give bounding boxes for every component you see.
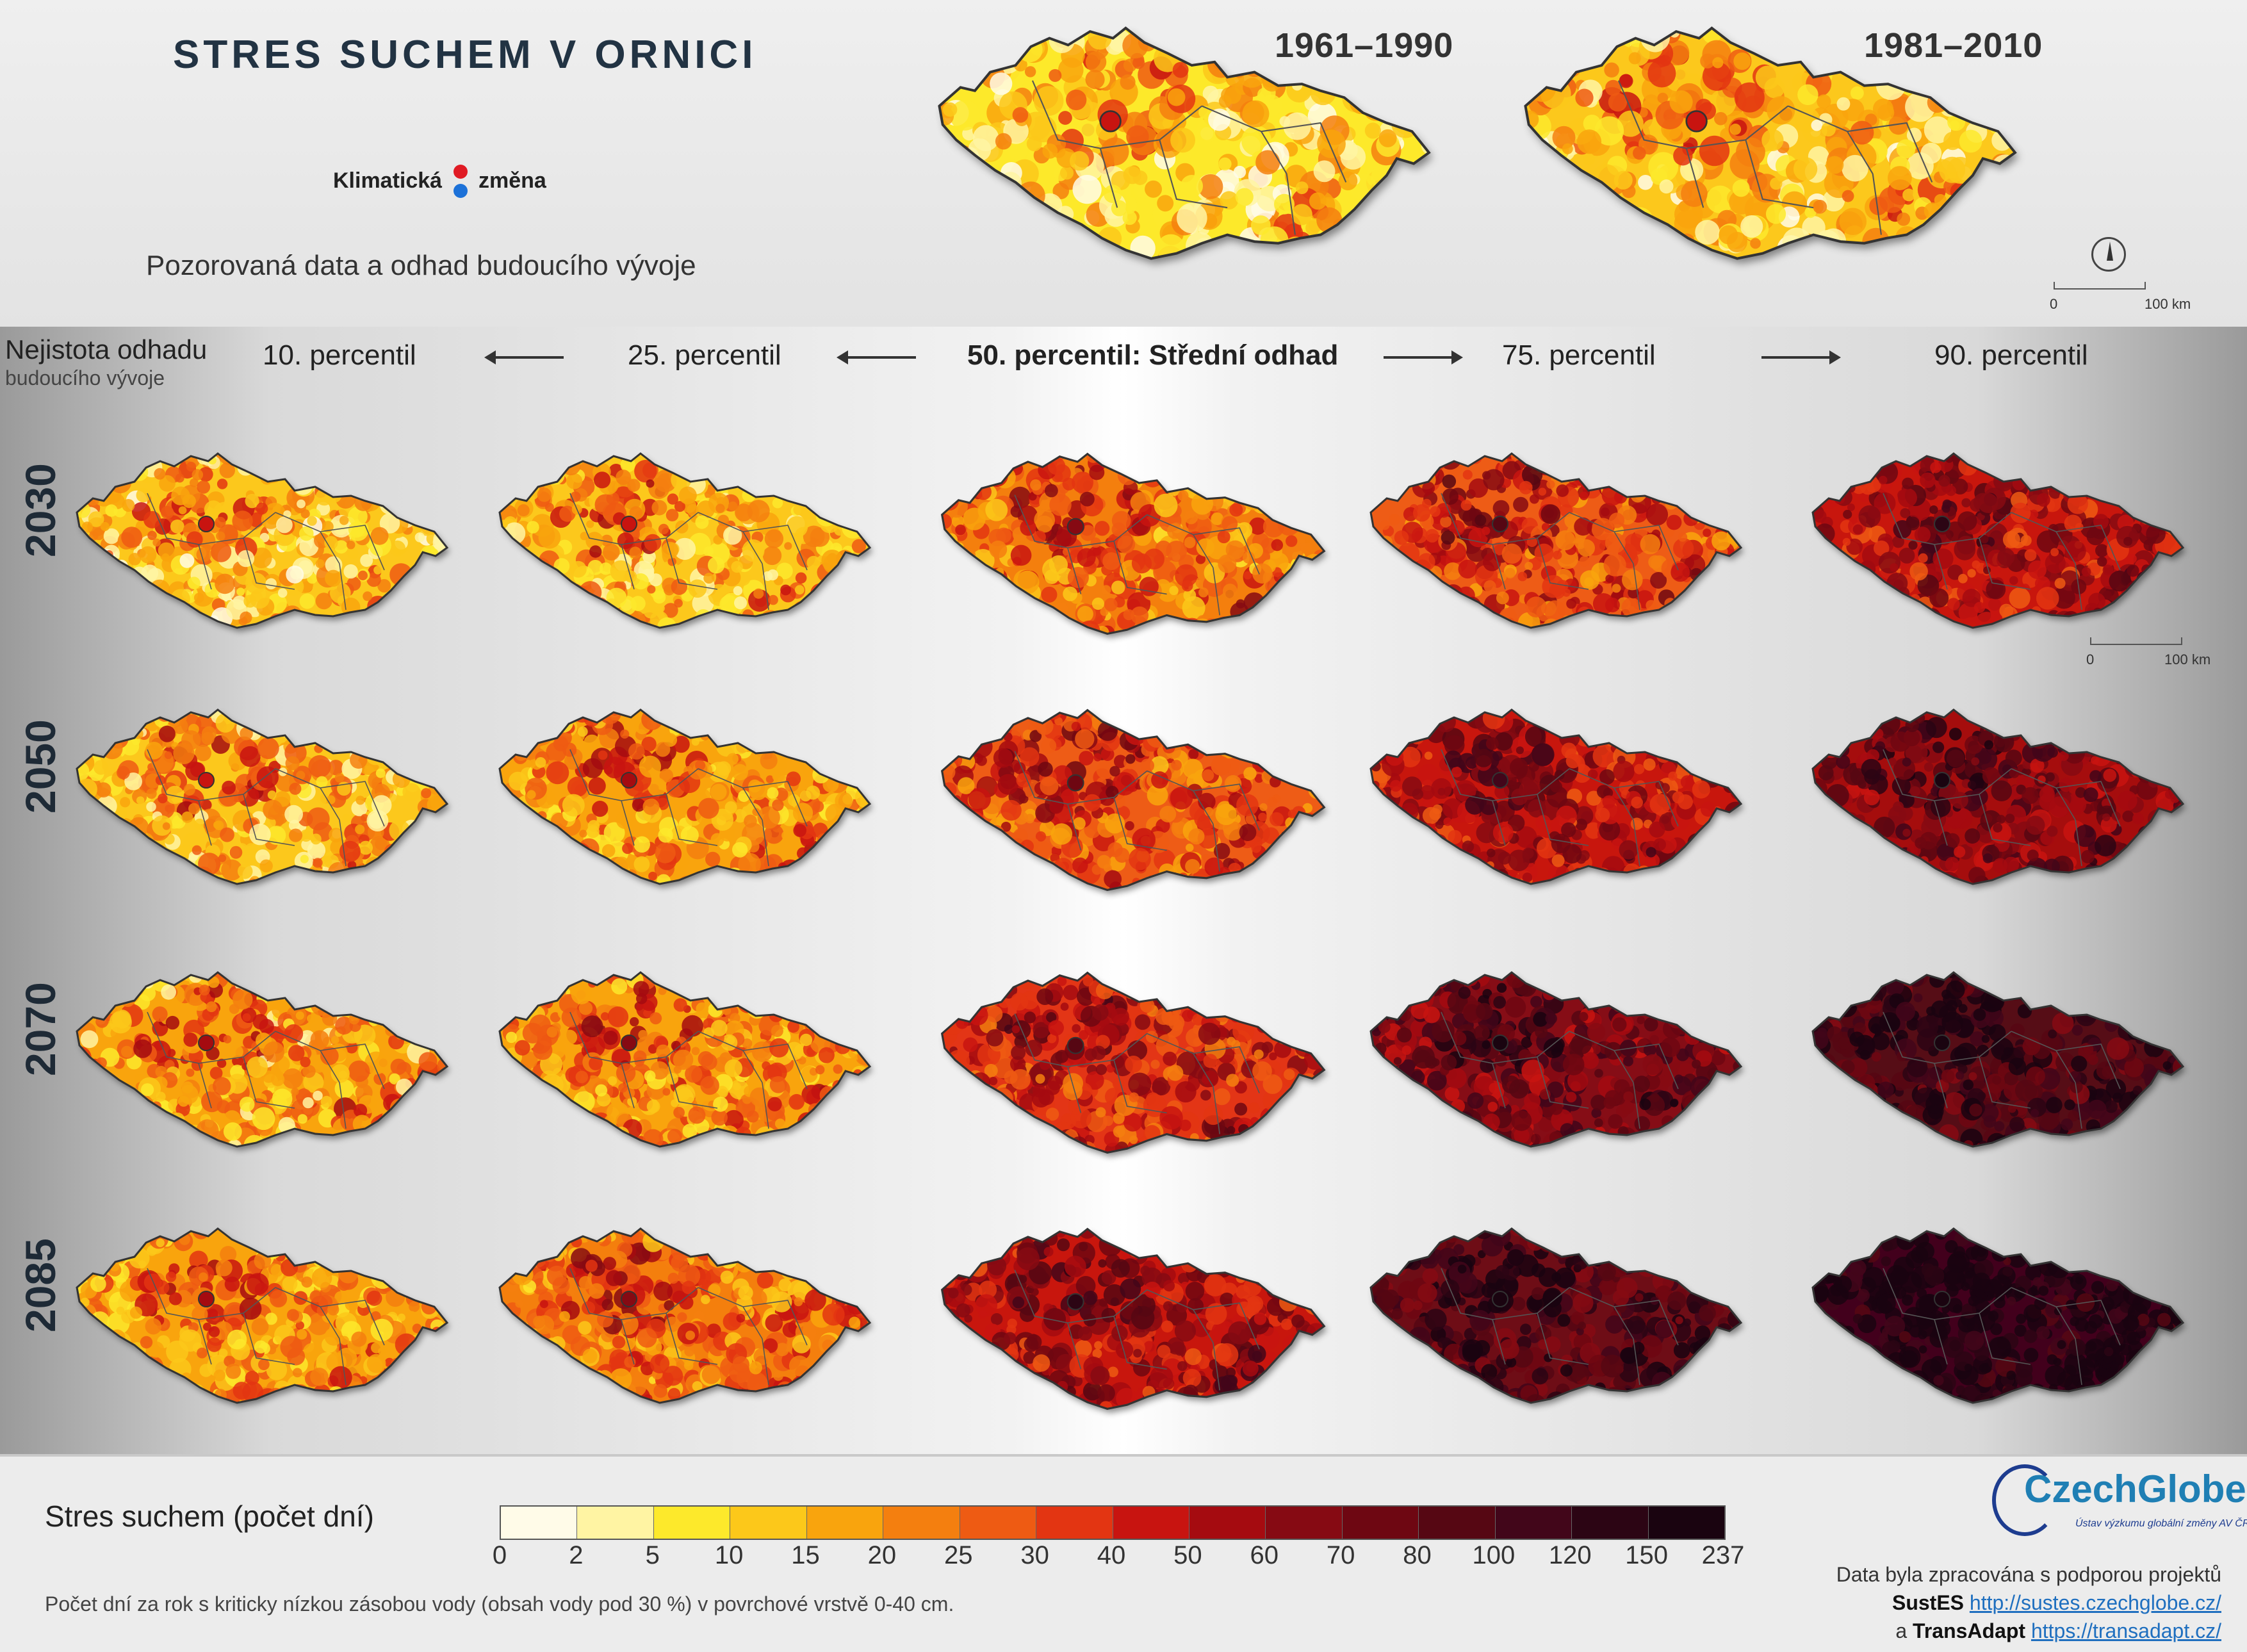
map-2085-p75 [1358, 1217, 1755, 1416]
map-2085-p50 [929, 1217, 1339, 1422]
legend-tick-label: 0 [493, 1541, 507, 1570]
logo-text-left: Klimatická [333, 168, 442, 193]
column-header-p10: 10. percentil [263, 339, 416, 372]
map-2050-p10 [64, 698, 461, 897]
map-2070-p25 [487, 961, 884, 1159]
legend-swatch [501, 1507, 577, 1539]
legend-tick-label: 80 [1403, 1541, 1432, 1570]
map-2085-p10 [64, 1217, 461, 1416]
subtitle: Pozorovaná data a odhad budoucího vývoje [146, 250, 696, 282]
map-2030-p75 [1358, 442, 1755, 641]
project-transadapt-name: TransAdapt [1913, 1619, 2025, 1642]
logo-text-right: změna [478, 168, 546, 193]
legend-swatch [577, 1507, 653, 1539]
scale-hundred: 100 km [2164, 651, 2210, 668]
map-2050-p90 [1800, 698, 2197, 897]
arrow-left-icon [493, 356, 564, 359]
arrow-right-icon [1761, 356, 1832, 359]
map-observed-1961-1990 [922, 13, 1448, 275]
legend-tick-label: 10 [715, 1541, 744, 1570]
column-header-p75: 75. percentil [1502, 339, 1656, 372]
legend-tick-label: 20 [868, 1541, 897, 1570]
color-legend [500, 1505, 1726, 1540]
legend-swatch [883, 1507, 960, 1539]
legend-swatch [1266, 1507, 1342, 1539]
map-observed-1981-2010 [1508, 13, 2034, 275]
page-title: STRES SUCHEM V ORNICI [173, 32, 756, 78]
map-2070-p10 [64, 961, 461, 1159]
column-header-p50: 50. percentil: Střední odhad [967, 339, 1338, 372]
czechglobe-logo: CzechGlobe Ústav výzkumu globální změny … [1998, 1467, 2221, 1511]
brand-name: CzechGlobe [2024, 1468, 2246, 1510]
uncertainty-line2: budoucího vývoje [5, 366, 207, 390]
legend-swatch [654, 1507, 730, 1539]
legend-title: Stres suchem (počet dní) [45, 1499, 374, 1533]
legend-tick-label: 150 [1625, 1541, 1668, 1570]
map-2085-p25 [487, 1217, 884, 1416]
credits-line1: Data byla zpracována s podporou projektů [1836, 1560, 2221, 1589]
map-2030-p50 [929, 442, 1339, 647]
column-header-p90: 90. percentil [1934, 339, 2088, 372]
legend-swatch [1572, 1507, 1648, 1539]
map-2050-p50 [929, 698, 1339, 903]
klimaticka-zmena-logo: Klimatická změna [333, 161, 546, 202]
legend-tick-label: 120 [1549, 1541, 1592, 1570]
legend-tick-label: 60 [1250, 1541, 1279, 1570]
year-label-2050: 2050 [16, 730, 61, 814]
column-header-p25: 25. percentil [628, 339, 781, 372]
legend-swatch [960, 1507, 1036, 1539]
legend-swatch [807, 1507, 883, 1539]
arrow-left-icon [846, 356, 916, 359]
legend-swatch [1343, 1507, 1419, 1539]
map-2070-p75 [1358, 961, 1755, 1159]
legend-swatch [1036, 1507, 1113, 1539]
legend-swatch [1496, 1507, 1572, 1539]
credits-and: a [1895, 1619, 1907, 1642]
legend-tick-label: 70 [1327, 1541, 1355, 1570]
map-2030-p90 [1800, 442, 2197, 641]
logo-dots-icon [452, 161, 469, 202]
project-sustes-link[interactable]: http://sustes.czechglobe.cz/ [1970, 1591, 2221, 1614]
legend-note: Počet dní za rok s kriticky nízkou zásob… [45, 1592, 954, 1616]
scale-zero: 0 [2050, 296, 2057, 313]
year-label-2030: 2030 [16, 474, 61, 557]
legend-tick-label: 40 [1097, 1541, 1126, 1570]
map-2070-p50 [929, 961, 1339, 1166]
legend-tick-label: 25 [944, 1541, 973, 1570]
uncertainty-label: Nejistota odhadu budoucího vývoje [5, 334, 207, 390]
scale-hundred: 100 km [2145, 296, 2191, 313]
arrow-right-icon [1384, 356, 1454, 359]
legend-swatch [1189, 1507, 1266, 1539]
map-2030-p25 [487, 442, 884, 641]
legend-swatch [730, 1507, 806, 1539]
legend-swatch [1419, 1507, 1495, 1539]
legend-tick-label: 50 [1173, 1541, 1202, 1570]
legend-tick-label: 15 [791, 1541, 820, 1570]
brand-subtitle: Ústav výzkumu globální změny AV ČR, v.v.… [2075, 1518, 2247, 1530]
legend-tick-label: 237 [1702, 1541, 1745, 1570]
legend-tick-label: 5 [646, 1541, 660, 1570]
map-2050-p75 [1358, 698, 1755, 897]
scale-zero: 0 [2086, 651, 2094, 668]
legend-swatch [1113, 1507, 1189, 1539]
legend-tick-label: 30 [1020, 1541, 1049, 1570]
uncertainty-line1: Nejistota odhadu [5, 334, 207, 365]
legend-swatch [1649, 1507, 1724, 1539]
map-2085-p90 [1800, 1217, 2197, 1416]
year-label-2070: 2070 [16, 993, 61, 1076]
north-arrow-icon [2091, 237, 2126, 272]
project-sustes-name: SustES [1892, 1591, 1964, 1614]
year-label-2085: 2085 [16, 1249, 61, 1332]
map-2050-p25 [487, 698, 884, 897]
credits: Data byla zpracována s podporou projektů… [1836, 1560, 2221, 1645]
legend-tick-label: 100 [1473, 1541, 1516, 1570]
map-2070-p90 [1800, 961, 2197, 1159]
map-2030-p10 [64, 442, 461, 641]
project-transadapt-link[interactable]: https://transadapt.cz/ [2031, 1619, 2221, 1642]
legend-tick-label: 2 [569, 1541, 583, 1570]
